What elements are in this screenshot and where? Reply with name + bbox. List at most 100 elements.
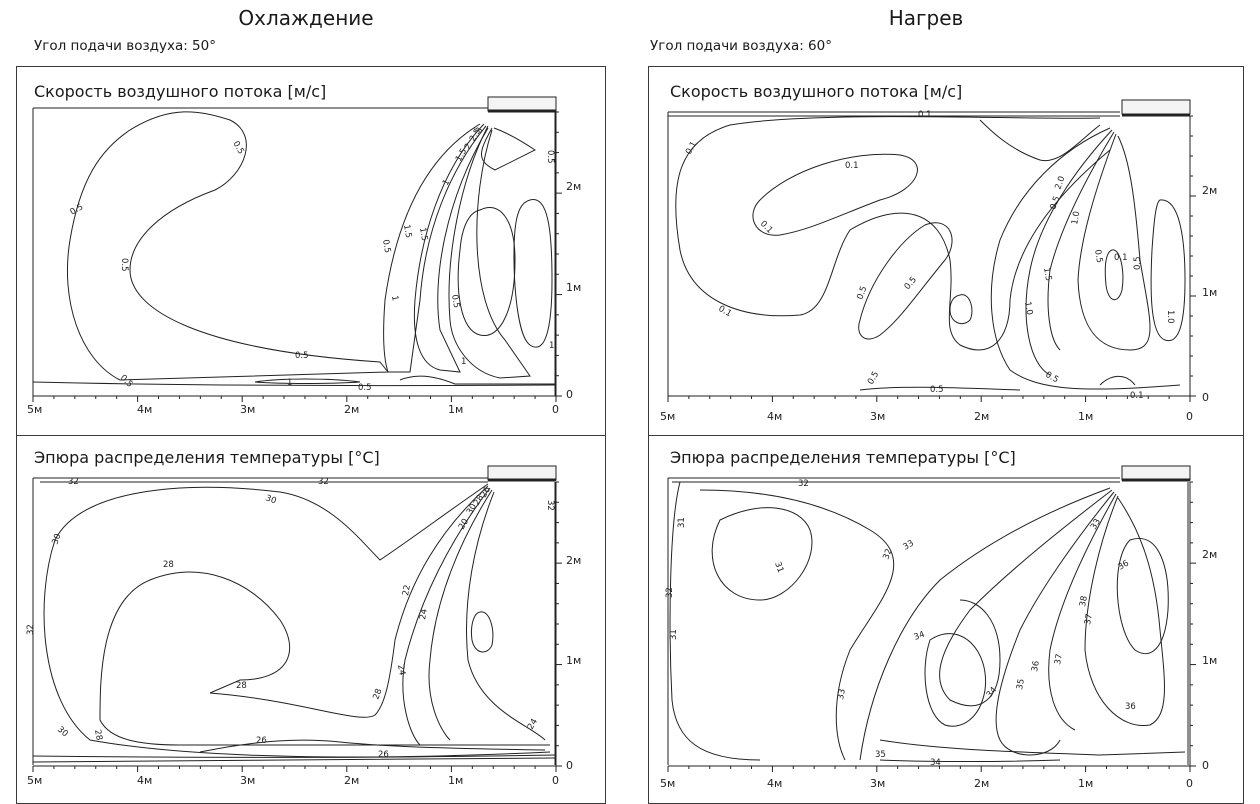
contour-label: 22 [401,584,413,596]
x-tick-label: 5м [27,774,42,787]
contour-label: 0.1 [1114,253,1128,263]
contour-label: 31 [669,629,679,640]
contour-label: 32 [545,500,555,511]
contour-label: 33 [902,539,916,553]
contour-label: 31 [677,517,687,528]
axis-ticks [32,111,562,402]
contour-label: 33 [836,688,848,700]
contour-label: 1.5 [1041,267,1053,282]
contour-label: 28 [92,729,104,741]
x-tick-label: 2м [344,403,359,416]
y-tick-label: 2м [566,180,581,193]
contour-label: 30 [50,532,63,546]
cooling-temperature-title: Эпюра распределения температуры [°C] [34,448,380,467]
y-tick-label: 1м [566,281,581,294]
contour-label: 32 [665,587,675,598]
contour-label: 1 [549,341,554,351]
y-tick-label: 1м [1202,654,1217,667]
contour-label: 31 [772,561,785,575]
indoor-unit [1121,465,1191,481]
contour-label: 1 [461,357,466,367]
contour-label: 32 [881,547,894,561]
heating-title: Нагрев [888,6,964,30]
contour-label: 28 [371,687,384,701]
contour-label: 0.5 [449,294,461,309]
y-tick-label: 2м [1202,184,1217,197]
contour-label: 30 [465,502,479,516]
x-tick-label: 2м [344,774,359,787]
contour-label: 28 [163,560,174,570]
contour-label: 33 [1089,517,1103,531]
contour-label: 0.5 [119,258,129,272]
contour-label: 24 [395,664,407,676]
contour-label: 24 [526,717,540,731]
x-tick-label: 1м [448,774,463,787]
contour-label: 1 [287,378,292,388]
contour-label: 1.0 [1165,310,1175,324]
x-tick-label: 0 [552,774,559,787]
contour-label: 32 [798,479,809,489]
x-tick-label: 5м [660,777,675,790]
contour-label: 0.5 [545,150,555,164]
axis-ticks [667,481,1196,772]
contour-label: 30 [264,493,278,506]
contour-label: 1.0 [1022,301,1034,316]
contour-label: 37 [1083,613,1095,625]
contour-label: 1.0 [1070,210,1082,225]
contour-label: 37 [1053,653,1065,665]
contour-label: 2 [463,142,474,152]
x-tick-label: 3м [870,777,885,790]
y-tick-label: 2м [566,554,581,567]
contour-label: 35 [875,750,886,760]
y-tick-label: 0 [1202,759,1209,772]
contour-label: 34 [930,758,941,768]
cooling-divider [16,435,606,436]
contour-label: 36 [1117,559,1131,573]
x-tick-label: 4м [767,777,782,790]
contour-label: 36 [1125,702,1136,712]
cooling-angle-label: Угол подачи воздуха: 50° [34,38,216,54]
contour-label: 34 [985,685,1000,700]
x-tick-label: 5м [660,410,675,423]
x-tick-label: 0 [552,403,559,416]
contour-label: 0.5 [1092,249,1104,264]
contour-label: 0.5 [930,385,944,395]
x-tick-label: 0 [1186,410,1193,423]
contour-label: 26 [256,736,267,746]
x-tick-label: 3м [240,403,255,416]
contour-label: 2.0 [1053,175,1067,191]
y-tick-label: 0 [566,759,573,772]
contour-label: 0.5 [1133,256,1143,270]
contour-label: 28 [472,493,486,507]
x-tick-label: 1м [1078,410,1093,423]
contour-label: 1.5 [417,227,429,242]
contour-label: 0.1 [918,110,932,120]
contour-label: 26 [378,750,389,760]
contour-label: 38 [1078,595,1090,607]
x-tick-label: 1м [448,403,463,416]
contour-label: 32 [318,477,329,487]
contour-label: 32 [26,624,36,635]
contour-label: 0.5 [1048,195,1062,211]
x-tick-label: 4м [137,774,152,787]
contour-label: 0.5 [855,285,869,301]
heating-velocity-title: Скорость воздушного потока [м/с] [670,82,963,101]
contour-label: 0.1 [845,161,859,171]
x-tick-label: 2м [974,777,989,790]
room-outline [32,107,556,396]
contour-label: 0.5 [380,239,392,254]
y-tick-label: 1м [566,654,581,667]
cooling-velocity-title: Скорость воздушного потока [м/с] [34,82,327,101]
x-tick-label: 0 [1186,777,1193,790]
contour-label: 0.5 [358,383,372,393]
cooling-title: Охлаждение [238,6,374,30]
axis-ticks [32,481,562,772]
heating-angle-label: Угол подачи воздуха: 60° [650,38,832,54]
contour-label: 32 [68,477,79,487]
x-tick-label: 3м [870,410,885,423]
contour-label: 1.5 [401,224,413,239]
